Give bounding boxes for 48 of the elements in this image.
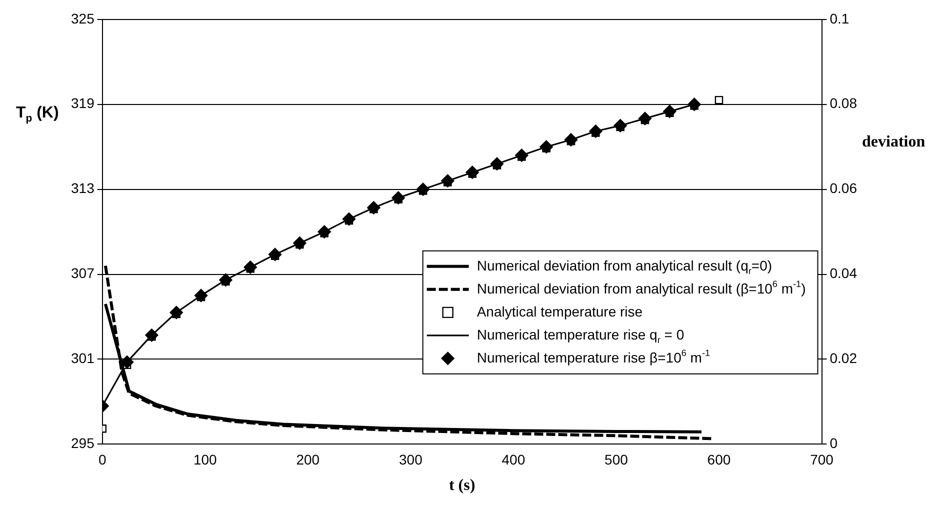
point — [638, 112, 652, 126]
point — [170, 306, 183, 320]
y-tick-label: 313 — [71, 180, 95, 196]
point — [466, 166, 479, 179]
x-tick-label: 500 — [604, 451, 628, 468]
point — [416, 182, 430, 196]
x-tick-label: 300 — [398, 451, 423, 468]
point — [293, 236, 306, 250]
point — [145, 328, 158, 342]
x-tick-label: 100 — [193, 451, 218, 468]
point — [318, 225, 331, 238]
point — [367, 201, 380, 214]
y-tick-label: 307 — [71, 265, 95, 282]
point — [614, 119, 627, 132]
legend-label: Analytical temperature rise — [476, 303, 643, 320]
x-tick-label: 700 — [810, 451, 834, 468]
x-tick-label: 600 — [707, 451, 731, 468]
y2-axis-title: deviation — [862, 134, 926, 151]
point — [268, 248, 282, 262]
point — [120, 355, 134, 369]
y-tick-label: 325 — [71, 10, 95, 26]
point — [244, 260, 257, 274]
point — [219, 273, 232, 287]
x-tick-label: 400 — [502, 451, 526, 468]
x-tick-label: 200 — [296, 451, 320, 468]
point — [392, 191, 405, 204]
point — [441, 174, 454, 188]
y-tick-label: 319 — [71, 95, 95, 112]
point — [515, 148, 528, 162]
x-axis-title: t (s) — [448, 477, 476, 494]
point — [540, 140, 553, 154]
point — [194, 288, 208, 302]
point — [564, 133, 578, 146]
y2-tick-label: 0.1 — [830, 10, 850, 26]
point — [490, 157, 504, 170]
point — [342, 212, 356, 226]
y2-tick-label: 0.06 — [830, 180, 858, 196]
point — [714, 96, 724, 104]
y2-tick-label: 0 — [830, 435, 838, 452]
x-tick-label: 0 — [98, 451, 106, 468]
point — [688, 98, 701, 111]
y-tick-label: 295 — [71, 435, 95, 452]
y2-tick-label: 0.04 — [830, 265, 858, 282]
point — [589, 124, 602, 138]
y2-tick-label: 0.08 — [830, 95, 858, 112]
y2-tick-label: 0.02 — [830, 350, 858, 366]
point — [663, 104, 676, 118]
y-tick-label: 301 — [71, 350, 95, 366]
